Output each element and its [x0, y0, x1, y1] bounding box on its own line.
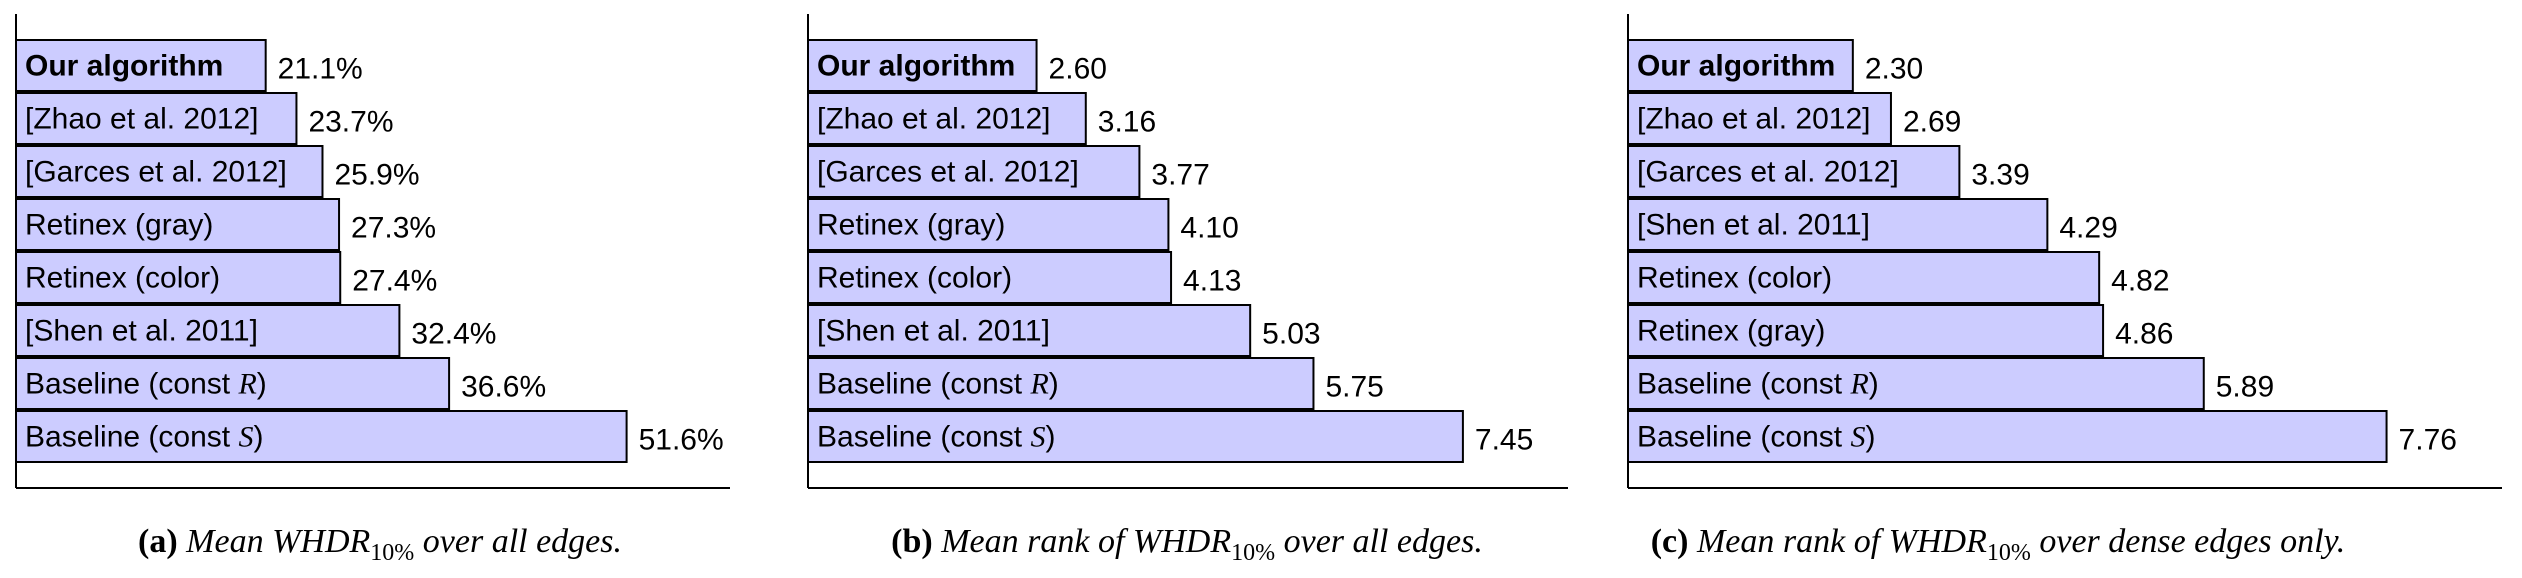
value-label-shen-et-al-2011: 5.03: [1262, 318, 1320, 351]
value-label-retinex-gray: 4.10: [1180, 212, 1238, 245]
bar-garces-et-al-2012: [15, 145, 324, 198]
caption-panel-3: (c) Mean rank of WHDR10% over dense edge…: [1651, 523, 2346, 566]
bar-retinex-color: [807, 251, 1173, 304]
bar-our-algorithm: [807, 39, 1038, 92]
bar-label-our-algorithm: Our algorithm: [817, 50, 1015, 83]
value-label-zhao-et-al-2012: 23.7%: [308, 106, 393, 139]
bar-our-algorithm: [15, 39, 267, 92]
bar-garces-et-al-2012: [807, 145, 1141, 198]
value-label-our-algorithm: 21.1%: [278, 53, 363, 86]
bar-shen-et-al-2011: [1627, 198, 2049, 251]
value-label-retinex-color: 4.82: [2111, 265, 2169, 298]
value-label-retinex-color: 4.13: [1183, 265, 1241, 298]
bar-retinex-color: [15, 251, 342, 304]
bar-label-garces-et-al-2012: [Garces et al. 2012]: [1637, 156, 1899, 189]
value-label-baseline-const-r: 5.89: [2216, 371, 2274, 404]
bar-shen-et-al-2011: [15, 304, 401, 357]
bar-baseline-const-s: [807, 410, 1464, 463]
bar-retinex-gray: [15, 198, 341, 251]
chart-panel-a: Our algorithm 21.1% [Zhao et al. 2012] 23.7…: [15, 14, 730, 566]
value-label-our-algorithm: 2.30: [1865, 53, 1923, 86]
bar-label-garces-et-al-2012: [Garces et al. 2012]: [25, 156, 287, 189]
bar-baseline-const-r: [807, 357, 1315, 410]
bar-baseline-const-r: [1627, 357, 2205, 410]
chart-panel-b: Our algorithm 2.60 [Zhao et al. 2012] 3.16 […: [807, 14, 1568, 566]
caption-panel-2: (b) Mean rank of WHDR10% over all edges.: [891, 523, 1483, 566]
value-label-shen-et-al-2011: 32.4%: [411, 318, 496, 351]
value-label-baseline-const-s: 51.6%: [639, 424, 724, 457]
bar-label-retinex-gray: Retinex (gray): [817, 209, 1005, 242]
bar-label-baseline-const-s: Baseline (const S): [817, 421, 1055, 454]
value-label-baseline-const-s: 7.45: [1475, 424, 1533, 457]
bar-label-retinex-color: Retinex (color): [25, 262, 220, 295]
value-label-retinex-gray: 4.86: [2115, 318, 2173, 351]
chart-panel-c: Our algorithm 2.30[Zhao et al. 2012] 2.69[…: [1627, 14, 2502, 566]
bar-label-zhao-et-al-2012: [Zhao et al. 2012]: [817, 103, 1051, 136]
bar-baseline-const-s: [1627, 410, 2388, 463]
bar-label-shen-et-al-2011: [Shen et al. 2011]: [25, 315, 258, 348]
value-label-shen-et-al-2011: 4.29: [2059, 212, 2117, 245]
bar-shen-et-al-2011: [807, 304, 1252, 357]
bar-retinex-color: [1627, 251, 2101, 304]
bar-label-garces-et-al-2012: [Garces et al. 2012]: [817, 156, 1079, 189]
bar-label-baseline-const-s: Baseline (const S): [25, 421, 263, 454]
bar-label-retinex-color: Retinex (color): [1637, 262, 1832, 295]
bar-label-retinex-color: Retinex (color): [817, 262, 1012, 295]
bar-zhao-et-al-2012: [15, 92, 298, 145]
bar-retinex-gray: [1627, 304, 2105, 357]
bar-label-our-algorithm: Our algorithm: [25, 50, 223, 83]
bar-zhao-et-al-2012: [1627, 92, 1892, 145]
value-label-baseline-const-r: 5.75: [1325, 371, 1383, 404]
value-label-garces-et-al-2012: 3.77: [1151, 159, 1209, 192]
value-label-zhao-et-al-2012: 3.16: [1098, 106, 1156, 139]
caption-panel-1: (a) Mean WHDR10% over all edges.: [138, 523, 622, 566]
value-label-garces-et-al-2012: 3.39: [1971, 159, 2029, 192]
value-label-baseline-const-s: 7.76: [2399, 424, 2457, 457]
value-label-garces-et-al-2012: 25.9%: [334, 159, 419, 192]
bar-label-shen-et-al-2011: [Shen et al. 2011]: [817, 315, 1050, 348]
bar-our-algorithm: [1627, 39, 1854, 92]
bar-label-zhao-et-al-2012: [Zhao et al. 2012]: [1637, 103, 1871, 136]
bar-baseline-const-s: [15, 410, 628, 463]
value-label-zhao-et-al-2012: 2.69: [1903, 106, 1961, 139]
value-label-retinex-gray: 27.3%: [351, 212, 436, 245]
value-label-retinex-color: 27.4%: [352, 265, 437, 298]
bar-label-zhao-et-al-2012: [Zhao et al. 2012]: [25, 103, 259, 136]
bar-label-baseline-const-r: Baseline (const R): [1637, 368, 1879, 401]
bar-label-retinex-gray: Retinex (gray): [1637, 315, 1825, 348]
bar-label-baseline-const-r: Baseline (const R): [817, 368, 1059, 401]
bar-label-retinex-gray: Retinex (gray): [25, 209, 213, 242]
bar-label-shen-et-al-2011: [Shen et al. 2011]: [1637, 209, 1870, 242]
bar-garces-et-al-2012: [1627, 145, 1961, 198]
bar-retinex-gray: [807, 198, 1170, 251]
value-label-baseline-const-r: 36.6%: [461, 371, 546, 404]
value-label-our-algorithm: 2.60: [1049, 53, 1107, 86]
bar-zhao-et-al-2012: [807, 92, 1087, 145]
bar-label-baseline-const-r: Baseline (const R): [25, 368, 267, 401]
bar-baseline-const-r: [15, 357, 451, 410]
bar-label-our-algorithm: Our algorithm: [1637, 50, 1835, 83]
bar-label-baseline-const-s: Baseline (const S): [1637, 421, 1875, 454]
